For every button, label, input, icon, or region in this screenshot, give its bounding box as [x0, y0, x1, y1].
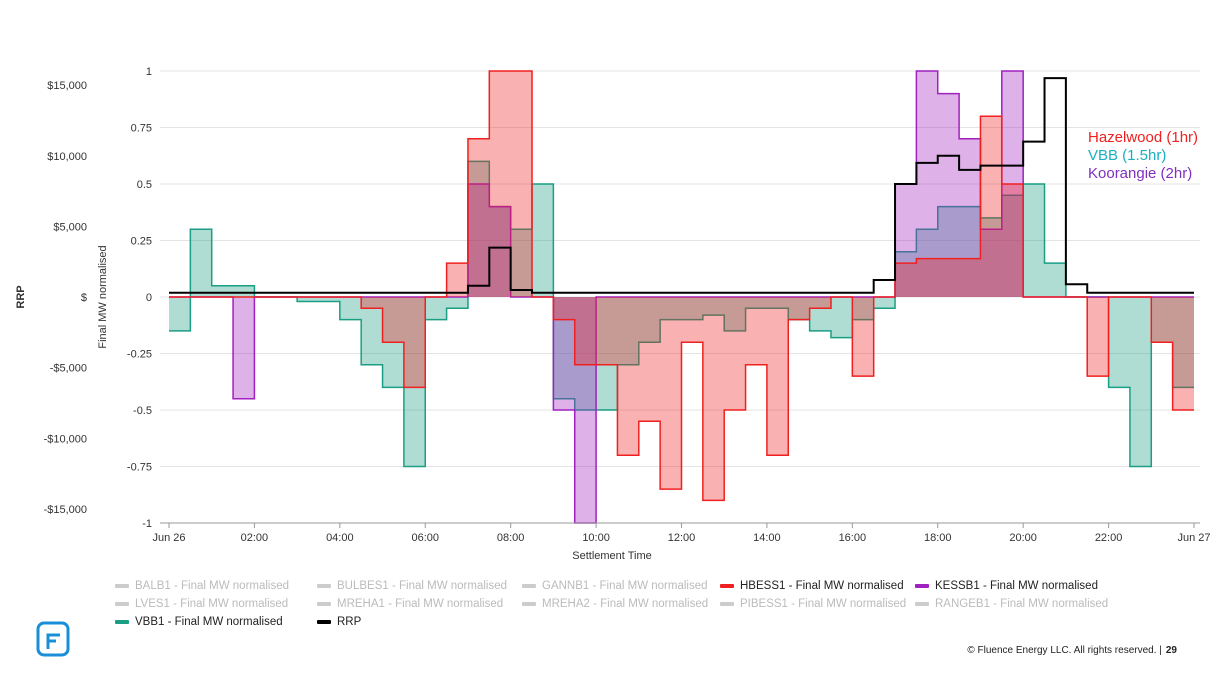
mw-tick-label: 0.75	[131, 123, 152, 135]
rrp-tick-label: $15,000	[47, 80, 87, 92]
legend-swatch	[115, 620, 129, 624]
legend-label: LVES1 - Final MW normalised	[135, 598, 289, 610]
legend-label: HBESS1 - Final MW normalised	[740, 580, 904, 592]
x-tick-label: 04:00	[326, 532, 354, 544]
x-tick-label: 10:00	[582, 532, 610, 544]
x-tick-label: 08:00	[497, 532, 525, 544]
rrp-tick-label: $10,000	[47, 151, 87, 163]
page-number: 29	[1165, 645, 1177, 656]
legend-item[interactable]: GANNB1 - Final MW normalised	[522, 580, 708, 592]
legend-item[interactable]: MREHA1 - Final MW normalised	[317, 598, 503, 610]
legend-swatch	[317, 602, 331, 606]
legend-swatch	[115, 602, 129, 606]
legend-label: BULBES1 - Final MW normalised	[337, 580, 507, 592]
legend-swatch	[522, 602, 536, 606]
legend-label: VBB1 - Final MW normalised	[135, 616, 283, 628]
rrp-tick-label: -$10,000	[44, 433, 87, 445]
rrp-tick-label: -$5,000	[50, 363, 87, 375]
x-tick-label: Jun 27	[1177, 532, 1210, 544]
legend-item[interactable]: MREHA2 - Final MW normalised	[522, 598, 708, 610]
legend-swatch	[720, 584, 734, 588]
annotation: VBB (1.5hr)	[1088, 147, 1167, 164]
legend-label: BALB1 - Final MW normalised	[135, 580, 290, 592]
mw-tick-label: -1	[142, 518, 152, 530]
legend-swatch	[522, 584, 536, 588]
legend-item[interactable]: BULBES1 - Final MW normalised	[317, 580, 507, 592]
x-tick-label: 18:00	[924, 532, 952, 544]
mw-tick-label: -0.75	[127, 462, 152, 474]
x-tick-label: 22:00	[1095, 532, 1123, 544]
annotation: Koorangie (2hr)	[1088, 165, 1193, 182]
legend-swatch	[915, 602, 929, 606]
series-line-hbess1	[169, 70, 1194, 502]
legend-swatch	[115, 584, 129, 588]
series-line-rrp	[169, 77, 1194, 294]
x-tick-label: 20:00	[1009, 532, 1037, 544]
legend-label: PIBESS1 - Final MW normalised	[740, 598, 907, 610]
x-tick-label: Jun 26	[152, 532, 185, 544]
legend-swatch	[317, 620, 331, 624]
rrp-tick-label: $	[81, 292, 87, 304]
mw-tick-label: -0.25	[127, 349, 152, 361]
legend-label: RRP	[337, 616, 362, 628]
mw-tick-label: 0.25	[131, 236, 152, 248]
legend-label: MREHA1 - Final MW normalised	[337, 598, 504, 610]
legend-swatch	[317, 584, 331, 588]
legend-item[interactable]: HBESS1 - Final MW normalised	[720, 580, 904, 592]
x-tick-label: 16:00	[839, 532, 867, 544]
x-tick-label: 14:00	[753, 532, 781, 544]
mw-tick-label: 0	[146, 292, 152, 304]
rrp-tick-label: -$15,000	[44, 504, 87, 516]
legend-item[interactable]: BALB1 - Final MW normalised	[115, 580, 289, 592]
mw-tick-label: 0.5	[137, 179, 152, 191]
legend-label: MREHA2 - Final MW normalised	[542, 598, 709, 610]
x-axis-title: Settlement Time	[572, 550, 651, 562]
rrp-axis-title: RRP	[15, 285, 27, 308]
legend-label: RANGEB1 - Final MW normalised	[935, 598, 1109, 610]
mw-axis-title: Final MW normalised	[97, 245, 109, 348]
x-tick-label: 06:00	[411, 532, 439, 544]
x-tick-label: 12:00	[668, 532, 696, 544]
legend-label: KESSB1 - Final MW normalised	[935, 580, 1098, 592]
x-tick-label: 02:00	[241, 532, 269, 544]
mw-tick-label: 1	[146, 66, 152, 78]
legend-item[interactable]: KESSB1 - Final MW normalised	[915, 580, 1098, 592]
legend-swatch	[720, 602, 734, 606]
copyright: © Fluence Energy LLC. All rights reserve…	[967, 645, 1162, 656]
legend-item[interactable]: VBB1 - Final MW normalised	[115, 616, 283, 628]
annotation: Hazelwood (1hr)	[1088, 129, 1199, 146]
rrp-tick-label: $5,000	[53, 221, 87, 233]
legend-item[interactable]: LVES1 - Final MW normalised	[115, 598, 288, 610]
legend-item[interactable]: PIBESS1 - Final MW normalised	[720, 598, 906, 610]
fluence-logo	[36, 621, 70, 657]
mw-tick-label: -0.5	[133, 405, 152, 417]
legend-label: GANNB1 - Final MW normalised	[542, 580, 708, 592]
legend-item[interactable]: RANGEB1 - Final MW normalised	[915, 598, 1108, 610]
footer: © Fluence Energy LLC. All rights reserve…	[967, 645, 1177, 656]
legend-swatch	[915, 584, 929, 588]
legend-item[interactable]: RRP	[317, 616, 361, 628]
